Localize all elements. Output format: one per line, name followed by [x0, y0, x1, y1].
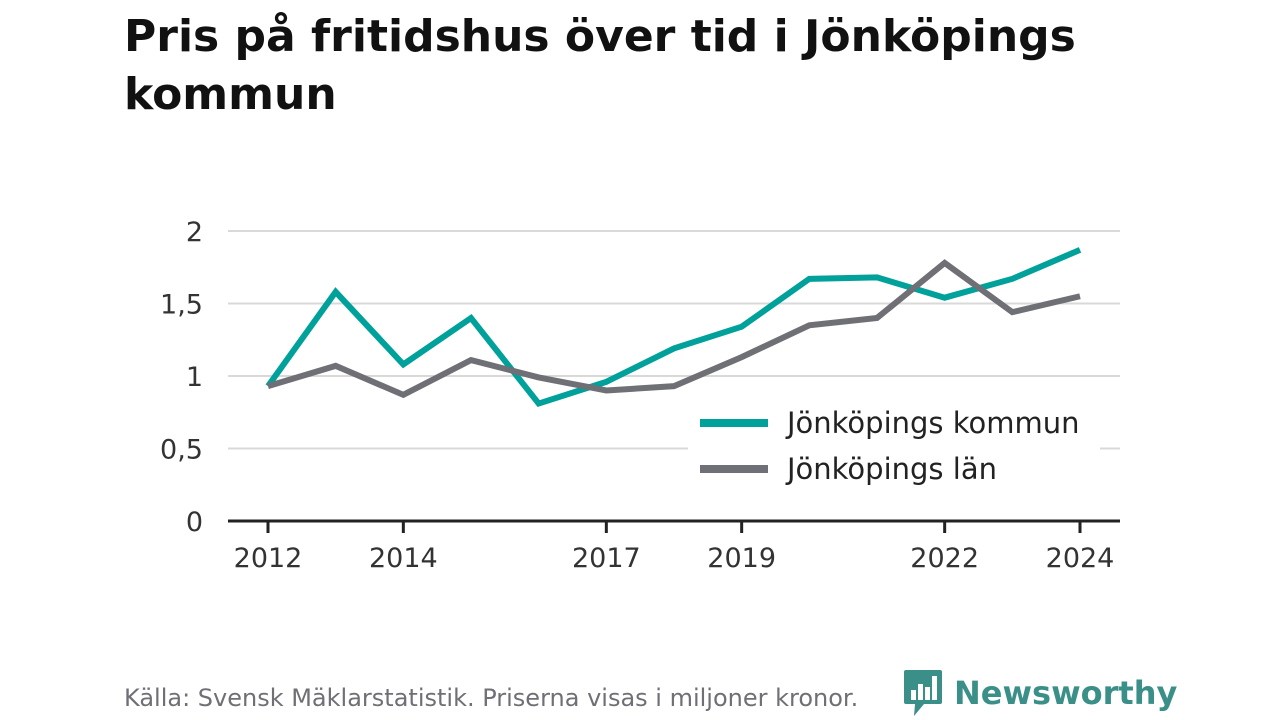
y-tick-label: 1,5 — [160, 290, 203, 321]
x-tick-label: 2012 — [234, 543, 303, 574]
source-note: Källa: Svensk Mäklarstatistik. Priserna … — [124, 684, 859, 712]
legend-box — [688, 400, 1100, 500]
y-tick-label: 2 — [186, 217, 203, 248]
y-tick-label: 0,5 — [160, 435, 203, 466]
bar-chart-speech-bubble-icon — [904, 670, 942, 716]
x-tick-label: 2017 — [572, 543, 641, 574]
legend-label: Jönköpings län — [785, 452, 997, 486]
x-axis-ticks: 2012 2014 2017 2019 2022 2024 — [228, 519, 1120, 574]
line-chart: 0 0,5 1 1,5 2 2012 2014 2017 2019 2022 2024 Jönkö… — [160, 217, 1120, 574]
x-tick-label: 2024 — [1046, 543, 1115, 574]
x-tick-label: 2022 — [910, 543, 979, 574]
brand-name: Newsworthy — [954, 674, 1178, 712]
series-line — [265, 247, 1082, 408]
y-axis-ticks: 0 0,5 1 1,5 2 — [160, 217, 203, 538]
legend-background — [688, 400, 1100, 500]
y-tick-label: 1 — [186, 362, 203, 393]
series-lines — [265, 247, 1082, 408]
chart-title: Pris på fritidshus över tid i Jönköpings… — [124, 11, 1076, 120]
x-tick-label: 2019 — [707, 543, 776, 574]
x-tick-label: 2014 — [369, 543, 438, 574]
series-line — [267, 259, 1081, 399]
legend-label: Jönköpings kommun — [785, 406, 1080, 440]
brand-logo: Newsworthy — [902, 668, 1177, 718]
legend: Jönköpings kommun Jönköpings län — [700, 406, 1080, 486]
y-tick-label: 0 — [186, 507, 203, 538]
